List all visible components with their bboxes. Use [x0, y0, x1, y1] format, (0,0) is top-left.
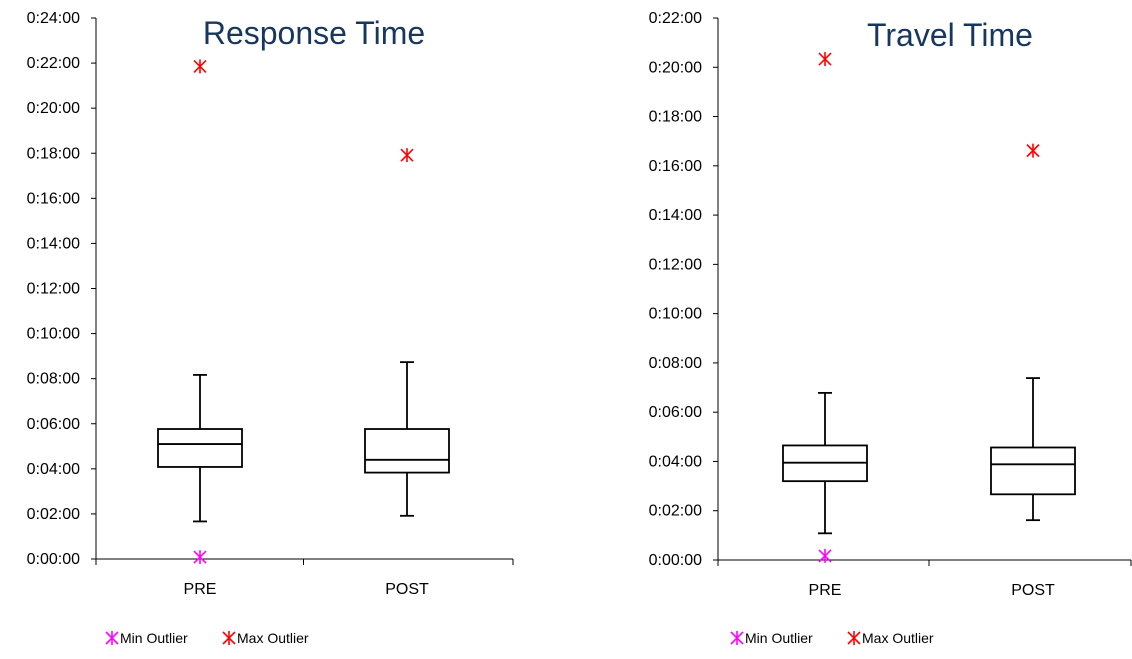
legend-min-marker [105, 631, 119, 645]
y-tick-label: 0:10:00 [27, 326, 80, 343]
y-tick-label: 0:02:00 [649, 503, 702, 520]
y-tick-label: 0:10:00 [649, 306, 702, 323]
y-tick-label: 0:18:00 [649, 109, 702, 126]
chart-title: Travel Time [867, 17, 1033, 53]
min-outlier-marker [193, 550, 207, 565]
y-tick-label: 0:08:00 [27, 371, 80, 388]
max-outlier-marker [1026, 143, 1040, 158]
box-pre [782, 391, 868, 535]
y-tick-label: 0:20:00 [27, 100, 80, 117]
y-tick-label: 0:00:00 [27, 551, 80, 568]
legend-max-marker [847, 631, 861, 645]
chart-panel-2: 0:00:00 0:02:00 0:04:00 0:06:00 0:08:00 0:10:… [649, 10, 1132, 646]
box-post [364, 361, 450, 517]
legend-max-marker [222, 631, 236, 645]
legend-min-label: Min Outlier [745, 630, 813, 646]
x-tick-label: PRE [809, 582, 842, 599]
box-post [990, 377, 1076, 522]
legend: Min Outlier Max Outlier [105, 630, 309, 646]
y-tick-label: 0:02:00 [27, 506, 80, 523]
y-tick-label: 0:22:00 [27, 55, 80, 72]
legend-min-marker [730, 631, 744, 645]
max-outlier-marker [818, 52, 832, 67]
y-tick-label: 0:12:00 [649, 256, 702, 273]
y-tick-label: 0:20:00 [649, 59, 702, 76]
y-tick-label: 0:08:00 [649, 355, 702, 372]
chart-title: Response Time [203, 15, 425, 51]
legend-max-label: Max Outlier [862, 630, 934, 646]
y-tick-label: 0:06:00 [27, 416, 80, 433]
y-tick-label: 0:14:00 [649, 207, 702, 224]
y-tick-label: 0:06:00 [649, 404, 702, 421]
legend-min-label: Min Outlier [120, 630, 188, 646]
chart-panel-1: 0:00:00 0:02:00 0:04:00 0:06:00 0:08:00 0:10:… [27, 10, 514, 646]
box-pre [157, 374, 243, 523]
y-tick-label: 0:22:00 [649, 10, 702, 27]
y-tick-label: 0:14:00 [27, 235, 80, 252]
box-iqr [157, 428, 243, 468]
x-tick-label: PRE [184, 581, 217, 598]
min-outlier-marker [818, 548, 832, 563]
y-tick-label: 0:04:00 [649, 453, 702, 470]
box-iqr [990, 446, 1076, 496]
y-tick-label: 0:18:00 [27, 145, 80, 162]
legend: Min Outlier Max Outlier [730, 630, 934, 646]
y-tick-label: 0:16:00 [27, 190, 80, 207]
y-tick-label: 0:00:00 [649, 552, 702, 569]
x-tick-label: POST [385, 581, 429, 598]
y-tick-label: 0:04:00 [27, 461, 80, 478]
max-outlier-marker [193, 59, 207, 74]
x-tick-label: POST [1011, 582, 1055, 599]
max-outlier-marker [400, 148, 414, 163]
box-iqr [364, 428, 450, 474]
y-tick-label: 0:16:00 [649, 158, 702, 175]
legend-max-label: Max Outlier [237, 630, 309, 646]
y-tick-label: 0:24:00 [27, 10, 80, 27]
y-tick-label: 0:12:00 [27, 281, 80, 298]
